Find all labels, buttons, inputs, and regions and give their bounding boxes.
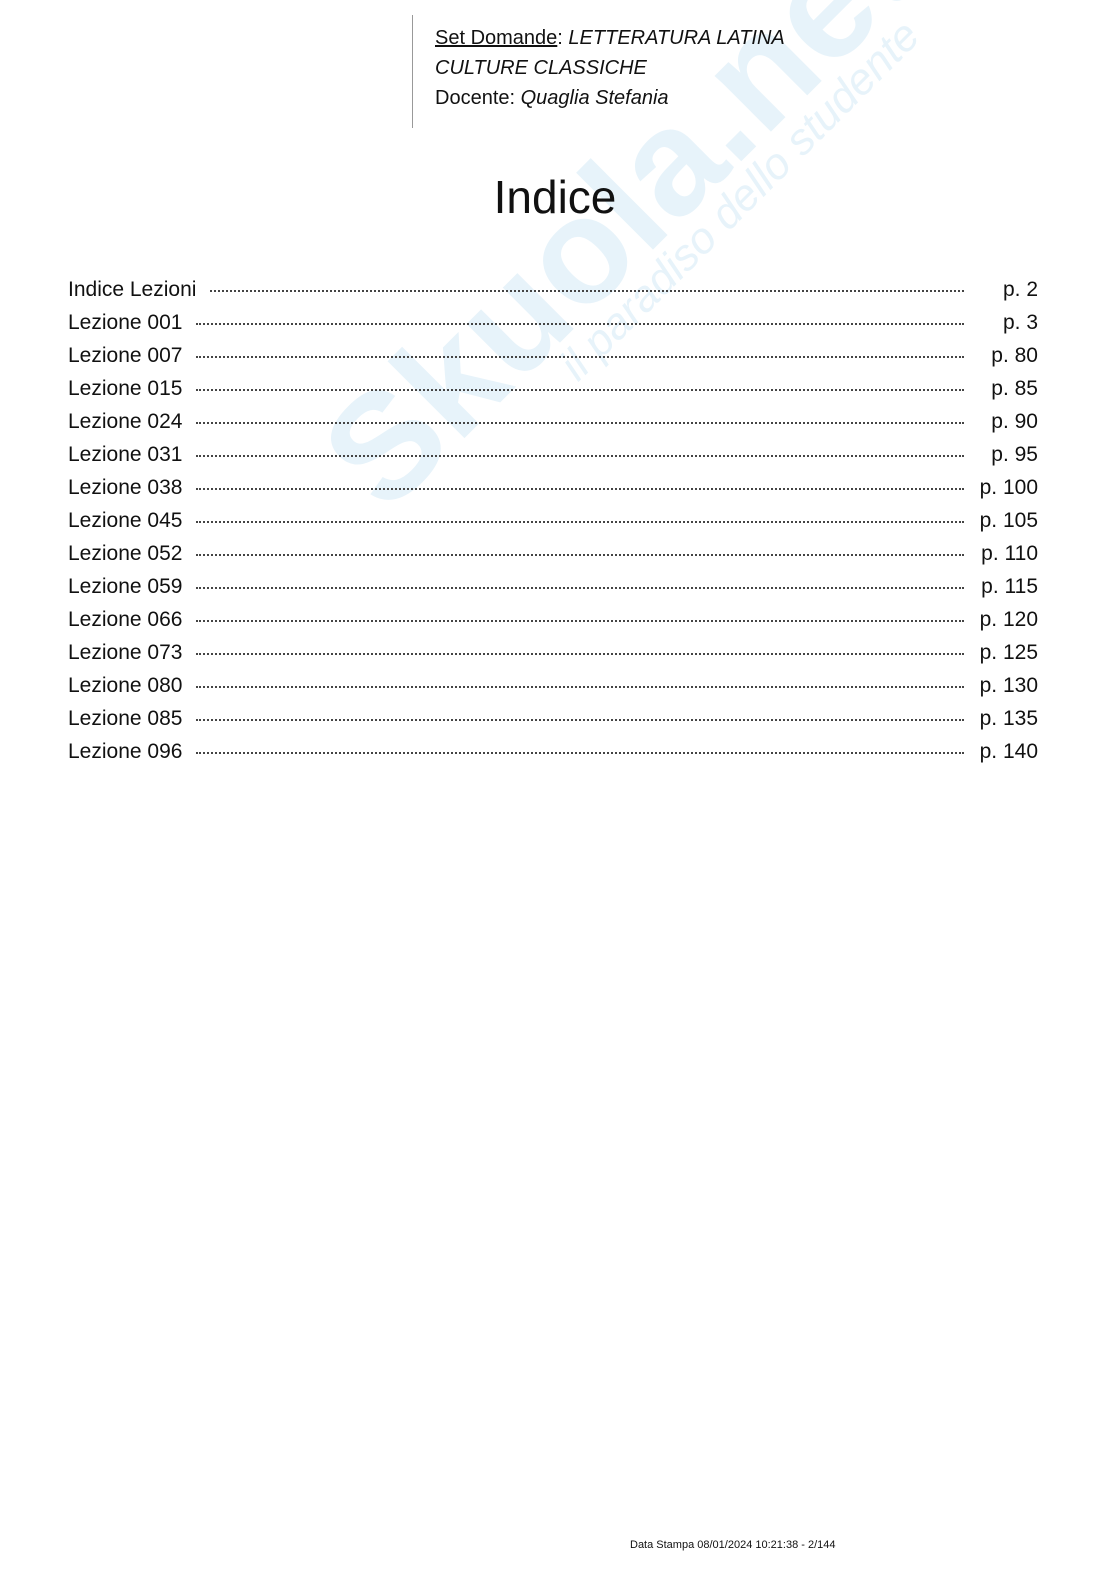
toc-page: p. 135 — [979, 707, 1038, 730]
toc-row: Lezione 066 p. 120 — [68, 608, 1038, 641]
toc-leader — [196, 389, 964, 391]
toc-row: Lezione 001 p. 3 — [68, 311, 1038, 344]
toc-label: Lezione 015 — [68, 377, 183, 400]
toc-label: Lezione 059 — [68, 575, 183, 598]
toc-page: p. 90 — [991, 410, 1038, 433]
set-value: LETTERATURA LATINA — [568, 27, 785, 49]
table-of-contents: Indice Lezioni p. 2 Lezione 001 p. 3 Lezione… — [68, 278, 1038, 773]
toc-page: p. 110 — [981, 542, 1038, 565]
header-course: CULTURE CLASSICHE — [435, 56, 647, 80]
toc-leader — [196, 653, 964, 655]
toc-row: Lezione 096 p. 140 — [68, 740, 1038, 773]
toc-page: p. 85 — [991, 377, 1038, 400]
header-set: Set Domande: LETTERATURA LATINA — [435, 26, 785, 50]
teacher-label: Docente: — [435, 87, 516, 109]
toc-row: Lezione 059 p. 115 — [68, 575, 1038, 608]
toc-leader — [196, 719, 964, 721]
toc-label: Lezione 038 — [68, 476, 183, 499]
toc-leader — [210, 290, 964, 292]
course: CULTURE CLASSICHE — [435, 57, 647, 79]
toc-label: Lezione 007 — [68, 344, 183, 367]
toc-page: p. 125 — [979, 641, 1038, 664]
set-label: Set Domande — [435, 27, 558, 49]
toc-page: p. 115 — [981, 575, 1038, 598]
toc-label: Lezione 080 — [68, 674, 183, 697]
set-colon: : — [557, 27, 563, 49]
toc-leader — [196, 455, 964, 457]
toc-page: p. 3 — [1002, 311, 1038, 334]
toc-label: Lezione 096 — [68, 740, 183, 763]
toc-page: p. 105 — [979, 509, 1038, 532]
toc-page: p. 100 — [979, 476, 1038, 499]
toc-row: Lezione 085 p. 135 — [68, 707, 1038, 740]
toc-label: Lezione 031 — [68, 443, 183, 466]
toc-leader — [196, 554, 964, 556]
toc-leader — [196, 488, 964, 490]
toc-label: Lezione 001 — [68, 311, 183, 334]
header-teacher: Docente: Quaglia Stefania — [435, 86, 669, 110]
header-rule — [412, 15, 413, 128]
toc-label: Lezione 073 — [68, 641, 183, 664]
toc-row: Lezione 045 p. 105 — [68, 509, 1038, 542]
toc-page: p. 95 — [991, 443, 1038, 466]
toc-leader — [196, 686, 964, 688]
toc-page: p. 2 — [1002, 278, 1038, 301]
toc-label: Lezione 066 — [68, 608, 183, 631]
toc-label: Indice Lezioni — [68, 278, 197, 301]
toc-leader — [196, 323, 964, 325]
toc-page: p. 130 — [979, 674, 1038, 697]
toc-label: Lezione 024 — [68, 410, 183, 433]
toc-row: Lezione 052 p. 110 — [68, 542, 1038, 575]
toc-row: Lezione 031 p. 95 — [68, 443, 1038, 476]
toc-row: Lezione 080 p. 130 — [68, 674, 1038, 707]
toc-page: p. 80 — [991, 344, 1038, 367]
footer: Data Stampa 08/01/2024 10:21:38 - 2/144 — [630, 1539, 836, 1551]
toc-row: Lezione 073 p. 125 — [68, 641, 1038, 674]
toc-row: Lezione 024 p. 90 — [68, 410, 1038, 443]
toc-page: p. 120 — [979, 608, 1038, 631]
toc-leader — [196, 422, 964, 424]
title: Indice — [493, 171, 617, 223]
toc-row: Lezione 015 p. 85 — [68, 377, 1038, 410]
toc-row: Indice Lezioni p. 2 — [68, 278, 1038, 311]
toc-label: Lezione 085 — [68, 707, 183, 730]
teacher-value: Quaglia Stefania — [520, 87, 669, 109]
toc-leader — [196, 752, 964, 754]
toc-label: Lezione 045 — [68, 509, 183, 532]
toc-page: p. 140 — [979, 740, 1038, 763]
toc-leader — [196, 356, 964, 358]
toc-leader — [196, 587, 964, 589]
toc-row: Lezione 007 p. 80 — [68, 344, 1038, 377]
toc-row: Lezione 038 p. 100 — [68, 476, 1038, 509]
toc-leader — [196, 620, 964, 622]
toc-leader — [196, 521, 964, 523]
toc-label: Lezione 052 — [68, 542, 183, 565]
